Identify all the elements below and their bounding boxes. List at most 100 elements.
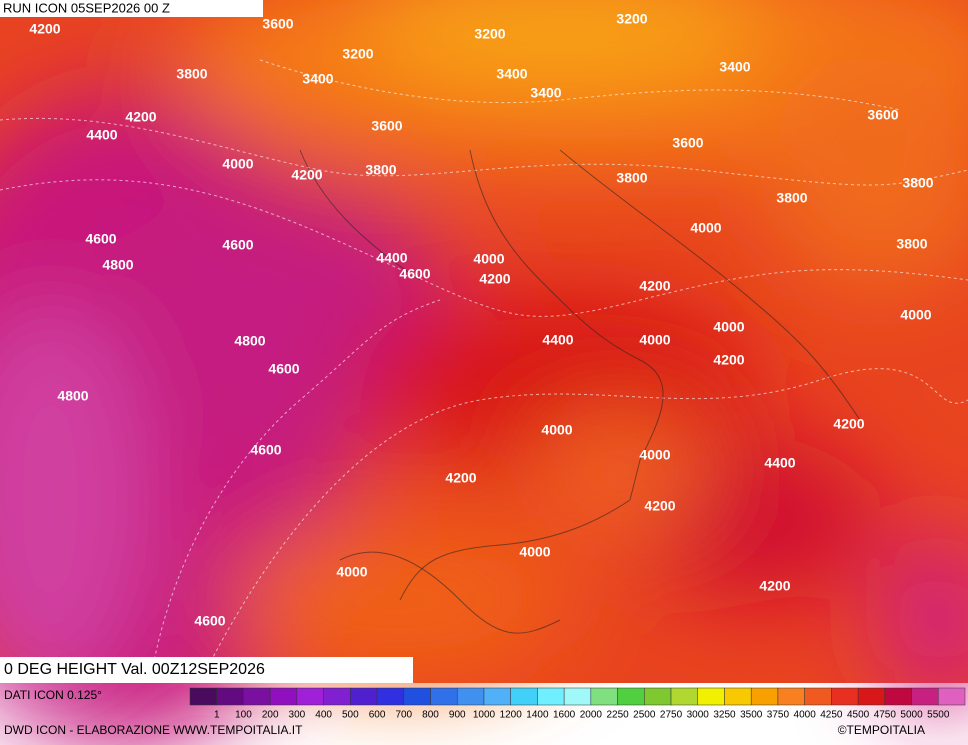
legend-swatch bbox=[777, 687, 805, 706]
header-box bbox=[0, 0, 263, 17]
contour-label: 4800 bbox=[234, 333, 265, 349]
legend-label: 1400 bbox=[526, 710, 549, 721]
valid-label: 0 DEG HEIGHT Val. 00Z12SEP2026 bbox=[4, 661, 265, 678]
legend-label: 3250 bbox=[713, 710, 736, 721]
contour-label: 4000 bbox=[639, 447, 670, 463]
contour-label: 4200 bbox=[125, 109, 156, 125]
legend-swatch bbox=[189, 687, 217, 706]
contour-label: 3800 bbox=[176, 66, 207, 82]
contour-label: 4600 bbox=[399, 266, 430, 282]
contour-label: 4000 bbox=[519, 544, 550, 560]
legend-swatch bbox=[510, 687, 538, 706]
legend-label: 600 bbox=[369, 710, 386, 721]
contour-label: 4600 bbox=[268, 361, 299, 377]
contour-label: 4200 bbox=[759, 578, 790, 594]
legend-swatch bbox=[537, 687, 565, 706]
legend-label: 1000 bbox=[473, 710, 496, 721]
legend-label: 1200 bbox=[500, 710, 523, 721]
legend-swatch bbox=[644, 687, 672, 706]
legend-label: 5500 bbox=[927, 710, 950, 721]
contour-label: 4200 bbox=[639, 278, 670, 294]
footer-left: DWD ICON - ELABORAZIONE WWW.TEMPOITALIA.… bbox=[4, 723, 303, 737]
legend-swatch bbox=[483, 687, 511, 706]
legend-swatch bbox=[590, 687, 618, 706]
contour-label: 4000 bbox=[222, 156, 253, 172]
contour-label: 4000 bbox=[690, 220, 721, 236]
contour-label: 4000 bbox=[541, 422, 572, 438]
legend-label: 4500 bbox=[847, 710, 870, 721]
legend-swatch bbox=[750, 687, 779, 706]
legend-swatch bbox=[430, 687, 458, 706]
legend-label: 1600 bbox=[553, 710, 576, 721]
contour-label: 4600 bbox=[85, 231, 116, 247]
contour-label: 3600 bbox=[371, 118, 402, 134]
contour-label: 3200 bbox=[474, 26, 505, 42]
legend-swatch bbox=[617, 687, 645, 706]
legend-swatch bbox=[831, 687, 859, 706]
legend-swatch bbox=[884, 687, 912, 706]
contour-label: 4400 bbox=[86, 127, 117, 143]
legend-swatch bbox=[243, 687, 271, 706]
legend-swatch bbox=[857, 687, 886, 706]
contour-label: 4200 bbox=[479, 271, 510, 287]
legend-label: 4250 bbox=[820, 710, 843, 721]
legend-label: 800 bbox=[422, 710, 439, 721]
legend-swatch bbox=[296, 687, 324, 706]
contour-label: 4000 bbox=[900, 307, 931, 323]
contour-label: 3800 bbox=[616, 170, 647, 186]
contour-label: 4600 bbox=[250, 442, 281, 458]
legend-swatch bbox=[269, 687, 298, 706]
legend-label: 4000 bbox=[794, 710, 817, 721]
contour-label: 3400 bbox=[302, 71, 333, 87]
legend-label: 5000 bbox=[900, 710, 923, 721]
legend-label: 4750 bbox=[874, 710, 897, 721]
contour-label: 4000 bbox=[473, 251, 504, 267]
legend-swatch bbox=[323, 687, 351, 706]
legend-label: 400 bbox=[315, 710, 332, 721]
legend-label: 100 bbox=[235, 710, 252, 721]
contour-label: 3600 bbox=[262, 16, 293, 32]
legend-swatch bbox=[376, 687, 405, 706]
legend-label: 2000 bbox=[580, 710, 603, 721]
legend-label: 300 bbox=[289, 710, 306, 721]
legend-swatch bbox=[456, 687, 485, 706]
contour-label: 3800 bbox=[902, 175, 933, 191]
contour-label: 3200 bbox=[616, 11, 647, 27]
legend-swatch bbox=[697, 687, 725, 706]
contour-label: 4600 bbox=[222, 237, 253, 253]
contour-label: 3400 bbox=[530, 85, 561, 101]
legend-label: 500 bbox=[342, 710, 359, 721]
contour-label: 3800 bbox=[896, 236, 927, 252]
contour-label: 3800 bbox=[365, 162, 396, 178]
contour-label: 4200 bbox=[644, 498, 675, 514]
contour-label: 4200 bbox=[833, 416, 864, 432]
legend-label: 2750 bbox=[660, 710, 683, 721]
valid-box bbox=[0, 657, 413, 683]
contour-label: 4400 bbox=[542, 332, 573, 348]
legend-swatch bbox=[403, 687, 431, 706]
contour-label: 4200 bbox=[445, 470, 476, 486]
contour-label: 3600 bbox=[672, 135, 703, 151]
legend-swatch bbox=[350, 687, 378, 706]
contour-label: 3800 bbox=[776, 190, 807, 206]
contour-label: 4200 bbox=[291, 167, 322, 183]
legend-swatch bbox=[216, 687, 244, 706]
contour-label: 4600 bbox=[194, 613, 225, 629]
contour-label: 4400 bbox=[376, 250, 407, 266]
legend-label: 1 bbox=[214, 710, 220, 721]
contour-label: 4000 bbox=[336, 564, 367, 580]
contour-label: 4000 bbox=[639, 332, 670, 348]
legend-label: 900 bbox=[449, 710, 466, 721]
legend-swatch bbox=[563, 687, 592, 706]
contour-label: 4200 bbox=[713, 352, 744, 368]
legend-label: 2250 bbox=[606, 710, 629, 721]
contour-label: 3400 bbox=[719, 59, 750, 75]
legend-label: 3000 bbox=[687, 710, 710, 721]
contour-label: 4800 bbox=[102, 257, 133, 273]
legend-swatch bbox=[670, 687, 699, 706]
legend-label: 3750 bbox=[767, 710, 790, 721]
